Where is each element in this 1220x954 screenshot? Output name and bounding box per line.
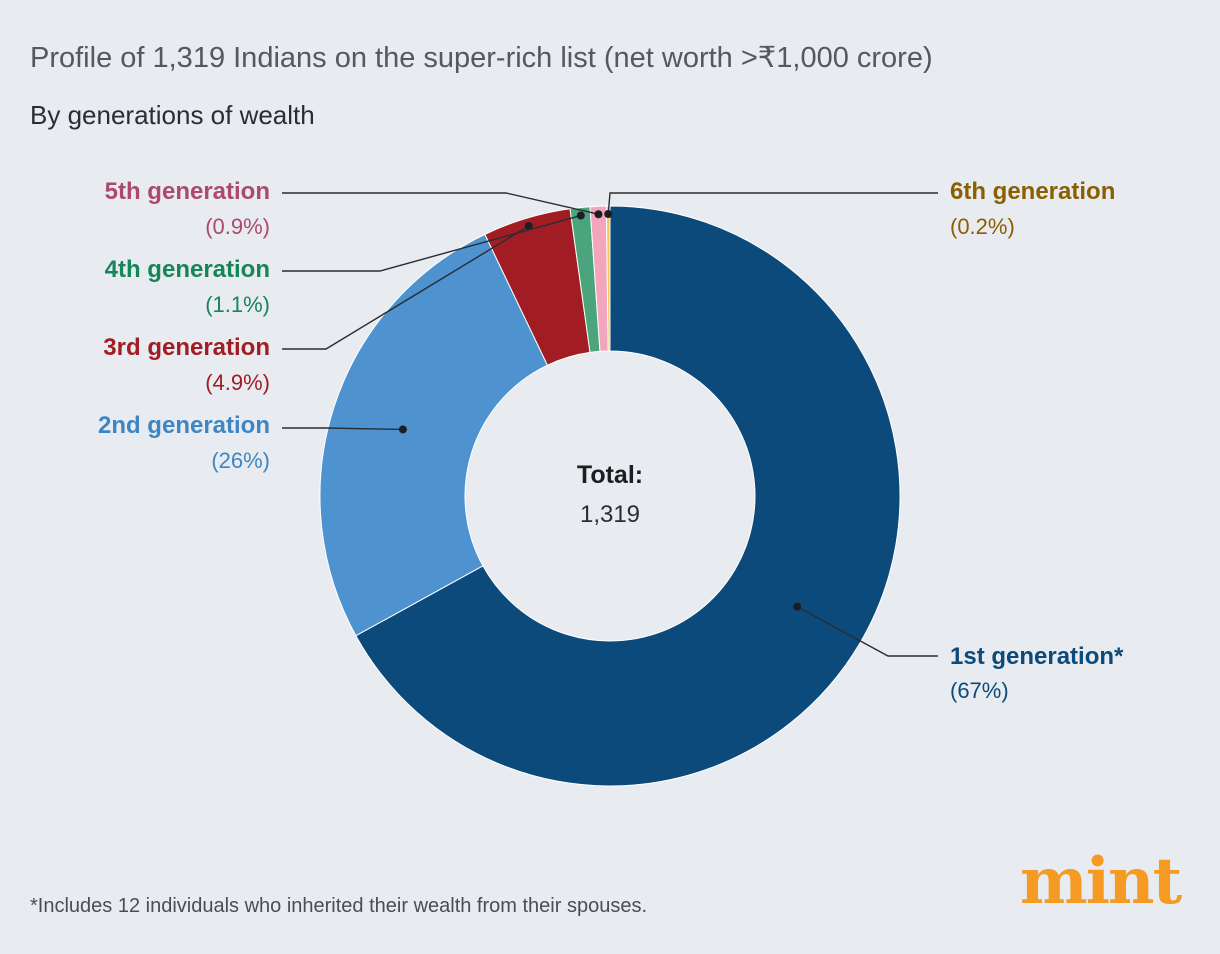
percent-4th-generation: (1.1%) xyxy=(205,292,270,317)
percent-6th-generation: (0.2%) xyxy=(950,214,1015,239)
percent-5th-generation: (0.9%) xyxy=(205,214,270,239)
percent-1st-generation: (67%) xyxy=(950,678,1009,703)
percent-2nd-generation: (26%) xyxy=(211,448,270,473)
leader-dot-5th-generation xyxy=(594,210,603,219)
leader-dot-6th-generation xyxy=(604,210,613,219)
mint-logo: mint xyxy=(1020,844,1182,919)
leader-dot-1st-generation xyxy=(793,602,802,611)
footnote: *Includes 12 individuals who inherited t… xyxy=(30,895,648,917)
slice-1st-generation xyxy=(355,205,901,787)
leader-line-6th-generation xyxy=(607,192,938,215)
label-4th-generation: 4th generation xyxy=(105,256,270,283)
slice-6th-generation xyxy=(605,205,611,352)
leader-dot-2nd-generation xyxy=(398,425,407,434)
leader-line-5th-generation xyxy=(282,192,599,215)
label-2nd-generation: 2nd generation xyxy=(98,412,270,439)
leader-dot-3rd-generation xyxy=(524,221,533,230)
chart-subtitle: By generations of wealth xyxy=(30,100,315,130)
center-total-value: 1,319 xyxy=(580,501,640,528)
label-6th-generation: 6th generation xyxy=(950,178,1115,205)
center-total-label: Total: xyxy=(577,461,643,489)
leader-line-2nd-generation xyxy=(282,427,403,431)
leader-line-1st-generation xyxy=(796,606,938,657)
label-5th-generation: 5th generation xyxy=(105,178,270,205)
percent-3rd-generation: (4.9%) xyxy=(205,370,270,395)
leader-line-3rd-generation xyxy=(282,225,530,350)
slice-2nd-generation xyxy=(319,233,549,637)
label-3rd-generation: 3rd generation xyxy=(103,334,270,361)
leader-line-4th-generation xyxy=(282,214,582,272)
chart-title: Profile of 1,319 Indians on the super-ri… xyxy=(30,42,933,74)
leader-dot-4th-generation xyxy=(576,211,585,220)
label-1st-generation: 1st generation* xyxy=(950,643,1124,670)
